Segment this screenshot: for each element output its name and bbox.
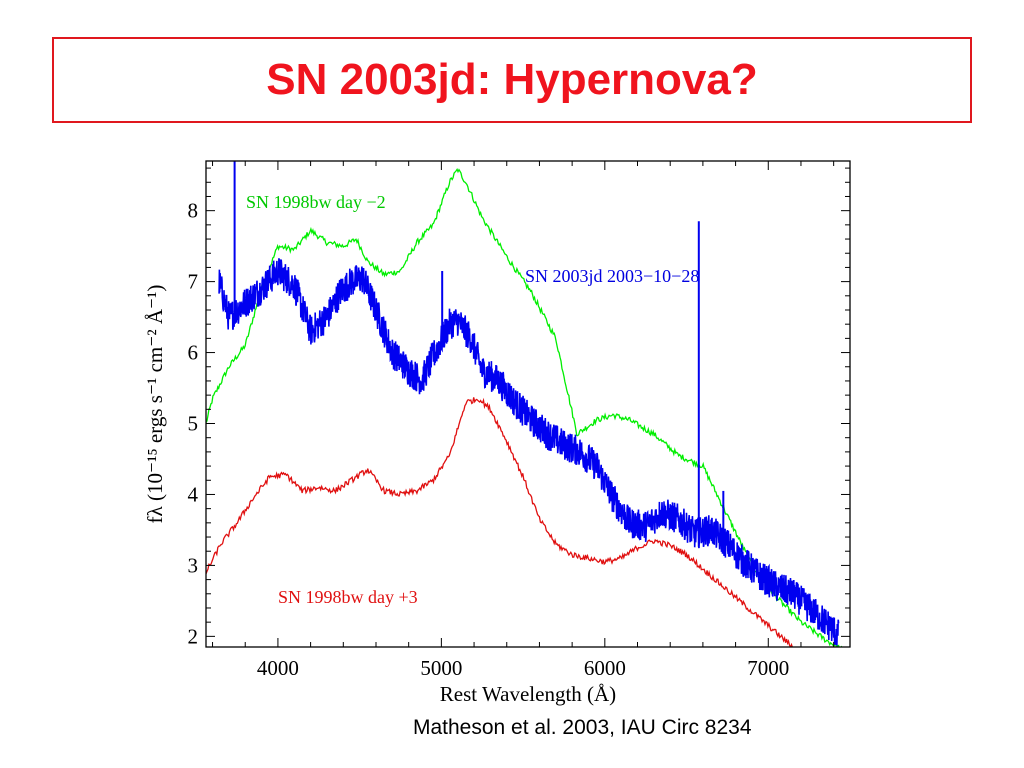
series-layer bbox=[206, 161, 843, 647]
citation: Matheson et al. 2003, IAU Circ 8234 bbox=[413, 716, 752, 739]
x-tick-label: 5000 bbox=[420, 656, 462, 680]
x-tick-label: 7000 bbox=[747, 656, 789, 680]
series-line-2 bbox=[206, 397, 795, 647]
title-box: SN 2003jd: Hypernova? bbox=[52, 37, 972, 123]
x-tick-label: 6000 bbox=[584, 656, 626, 680]
slide-title: SN 2003jd: Hypernova? bbox=[266, 55, 758, 104]
y-tick-label: 3 bbox=[188, 553, 199, 577]
y-tick-label: 6 bbox=[188, 341, 199, 365]
labels-layer: 4000 5000 6000 7000 2 3 4 5 6 7 8 bbox=[188, 199, 790, 680]
annotation-sn1998bw-day-plus3: SN 1998bw day +3 bbox=[278, 587, 418, 607]
x-tick-label: 4000 bbox=[257, 656, 299, 680]
y-tick-label: 8 bbox=[188, 199, 199, 223]
y-tick-label: 5 bbox=[188, 412, 199, 436]
plot-frame bbox=[205, 160, 851, 648]
ticks-layer bbox=[206, 161, 850, 647]
series-line-1 bbox=[218, 258, 840, 646]
y-tick-label: 4 bbox=[188, 482, 199, 506]
annotation-sn1998bw-day-minus2: SN 1998bw day −2 bbox=[246, 192, 386, 212]
y-tick-label: 2 bbox=[188, 624, 199, 648]
y-tick-label: 7 bbox=[188, 270, 199, 294]
y-axis-title: fλ (10⁻¹⁵ ergs s⁻¹ cm⁻² Å⁻¹) bbox=[143, 285, 167, 524]
x-axis-title: Rest Wavelength (Å) bbox=[440, 682, 616, 706]
annotation-sn2003jd: SN 2003jd 2003−10−28 bbox=[525, 266, 699, 286]
